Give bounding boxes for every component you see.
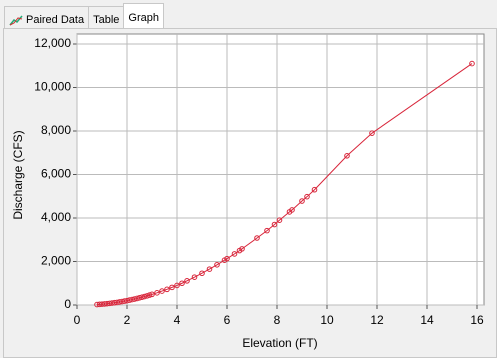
x-tick-label: 10 (320, 313, 334, 327)
plot-area (76, 33, 485, 306)
tab-label: Graph (128, 12, 159, 24)
data-point (239, 246, 245, 252)
data-point (124, 297, 130, 304)
x-tick-label: 16 (470, 313, 484, 327)
data-point (289, 207, 295, 213)
x-tick-label: 6 (224, 313, 231, 327)
data-point (254, 235, 260, 241)
data-point (231, 251, 238, 257)
y-tick-label: 0 (64, 297, 71, 311)
data-point (154, 290, 160, 296)
data-point (131, 296, 138, 302)
x-tick-label: 2 (124, 313, 131, 327)
tab-label: Paired Data (26, 13, 85, 26)
tab-bar: Paired Data Table Graph (4, 3, 164, 28)
data-point (304, 193, 310, 200)
tab-icon (9, 15, 23, 25)
data-point (141, 293, 148, 300)
data-point (199, 270, 205, 277)
data-point (114, 299, 120, 306)
data-point (146, 292, 153, 298)
data-point (121, 298, 128, 304)
data-point (174, 282, 180, 289)
data-point (139, 294, 145, 300)
data-point (116, 299, 123, 305)
tab[interactable]: Paired Data (4, 6, 90, 28)
y-axis-title: Discharge (CFS) (11, 130, 25, 219)
data-point (179, 280, 185, 287)
data-point (111, 299, 118, 306)
x-tick-label: 12 (370, 313, 384, 327)
data-point (469, 60, 475, 67)
y-tick-label: 12,000 (34, 36, 71, 50)
data-point (206, 266, 213, 272)
x-tick-label: 4 (174, 313, 181, 327)
data-point (224, 255, 230, 262)
data-point (214, 261, 220, 268)
data-point (169, 284, 175, 291)
data-point (369, 130, 375, 136)
data-point (149, 291, 155, 298)
y-tick-label: 10,000 (34, 80, 71, 94)
data-point (184, 278, 190, 284)
data-point (311, 186, 318, 193)
data-point (126, 297, 133, 303)
data-point (264, 227, 270, 234)
data-point (119, 298, 125, 305)
data-point (271, 221, 278, 228)
data-point (164, 286, 170, 293)
y-tick-label: 6,000 (41, 167, 71, 181)
data-point (136, 295, 143, 301)
tab[interactable]: Graph (123, 3, 164, 28)
data-point (276, 217, 283, 223)
y-tick-label: 8,000 (41, 123, 71, 137)
y-tick-label: 4,000 (41, 210, 71, 224)
data-point (299, 198, 305, 204)
y-tick-label: 2,000 (41, 254, 71, 268)
x-tick-label: 14 (420, 313, 434, 327)
tab-label: Table (93, 13, 120, 26)
data-point (191, 274, 198, 280)
data-point (159, 288, 165, 294)
data-point (134, 295, 140, 302)
data-point (144, 293, 150, 299)
data-point (129, 296, 135, 303)
x-axis-title: Elevation (FT) (242, 336, 317, 350)
data-point (344, 152, 350, 159)
x-tick-label: 0 (74, 313, 81, 327)
x-tick-label: 8 (274, 313, 281, 327)
